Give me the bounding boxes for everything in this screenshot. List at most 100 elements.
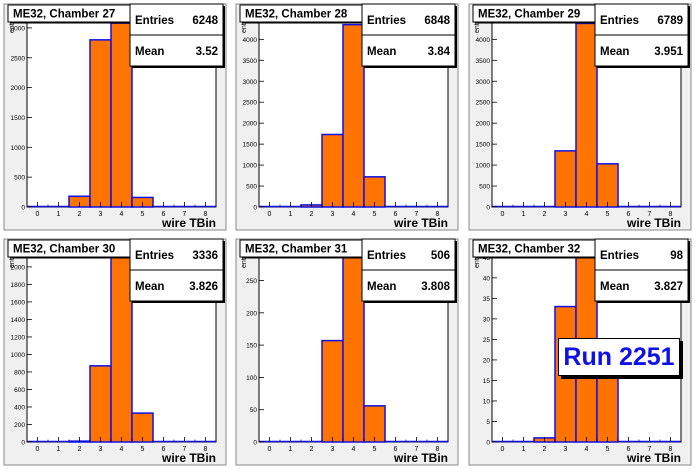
stats-entries-value: 506: [431, 250, 450, 262]
x-tick-label: 8: [436, 211, 440, 218]
x-tick-label: 2: [543, 211, 547, 218]
y-tick-label: 2000: [243, 121, 258, 128]
x-axis-title: wire TBin: [626, 216, 681, 230]
y-tick-label: 2000: [11, 85, 26, 92]
chart-panel-2: 0 1 2 3 4 5 6 7 8 0 500 1000 1500 2000 2500 3000 3500 400…: [235, 3, 459, 231]
histogram-bar: [110, 254, 133, 443]
chart-title: ME32, Chamber 28: [245, 9, 348, 21]
y-tick-label: 1000: [243, 163, 258, 170]
y-tick-label: 1500: [11, 115, 26, 122]
y-tick-label: 4000: [476, 37, 491, 44]
y-tick-label: 150: [246, 343, 257, 350]
histogram-bar: [363, 405, 386, 443]
x-tick-label: 7: [648, 446, 652, 453]
histogram-bar: [575, 22, 598, 208]
histogram-bar: [342, 23, 365, 208]
y-tick-label: 1000: [476, 163, 491, 170]
chart-title: ME32, Chamber 31: [245, 244, 348, 256]
y-tick-label: 10: [483, 398, 491, 405]
y-tick-label: 3000: [476, 79, 491, 86]
x-tick-label: 5: [606, 211, 610, 218]
x-tick-label: 0: [36, 446, 40, 453]
x-tick-label: 2: [78, 211, 82, 218]
y-tick-label: 2500: [476, 100, 491, 107]
stats-entries-value: 3336: [192, 250, 218, 262]
x-tick-label: 5: [141, 446, 145, 453]
y-tick-label: 0: [486, 440, 490, 447]
y-tick-label: 25: [483, 337, 491, 344]
y-tick-label: 3000: [11, 25, 26, 32]
histogram-bar: [110, 22, 133, 208]
stats-mean-label: Mean: [135, 46, 164, 58]
stats-entries-label: Entries: [367, 15, 406, 27]
x-tick-label: 4: [585, 211, 589, 218]
x-axis-title: wire TBin: [393, 451, 448, 465]
stats-entries-label: Entries: [135, 250, 174, 262]
y-tick-label: 3000: [243, 79, 258, 86]
x-tick-label: 1: [57, 211, 61, 218]
y-tick-label: 500: [246, 184, 257, 191]
stats-entries-label: Entries: [600, 250, 639, 262]
y-tick-label: 30: [483, 316, 491, 323]
x-tick-label: 2: [310, 446, 314, 453]
stats-mean-value: 3.826: [189, 281, 218, 293]
chart-title: ME32, Chamber 27: [13, 9, 115, 21]
y-tick-label: 15: [483, 378, 491, 385]
histogram-bar: [596, 163, 619, 208]
stats-mean-value: 3.951: [654, 46, 683, 58]
chart-panel-3: 0 1 2 3 4 5 6 7 8 0 500 1000 1500 2000 2500 3000 3500 400…: [468, 3, 692, 231]
y-tick-label: 600: [14, 387, 25, 394]
stats-mean-label: Mean: [135, 281, 164, 293]
y-tick-label: 5: [486, 419, 490, 426]
chart-title: ME32, Chamber 32: [478, 244, 580, 256]
stats-mean-value: 3.84: [428, 46, 451, 58]
histogram-bar: [554, 150, 577, 208]
y-tick-label: 0: [253, 440, 257, 447]
x-tick-label: 4: [120, 446, 124, 453]
y-tick-label: 1600: [11, 299, 26, 306]
y-tick-label: 500: [479, 184, 490, 191]
y-tick-label: 2000: [476, 121, 491, 128]
histogram-bar: [89, 365, 112, 443]
histogram-bar: [596, 367, 619, 443]
x-tick-label: 1: [522, 211, 526, 218]
stats-mean-value: 3.52: [196, 46, 218, 58]
y-tick-label: 35: [483, 296, 491, 303]
stats-mean-label: Mean: [600, 281, 629, 293]
chart-title: ME32, Chamber 30: [13, 244, 115, 256]
x-tick-label: 3: [331, 211, 335, 218]
x-tick-label: 0: [501, 446, 505, 453]
y-tick-label: 0: [253, 205, 257, 212]
x-tick-label: 1: [289, 446, 293, 453]
stats-entries-label: Entries: [367, 250, 406, 262]
y-tick-label: 0: [486, 205, 490, 212]
x-tick-label: 6: [162, 446, 166, 453]
x-tick-label: 8: [204, 446, 208, 453]
stats-mean-value: 3.827: [654, 281, 683, 293]
y-tick-label: 20: [483, 357, 491, 364]
chart-panel-1: 0 1 2 3 4 5 6 7 8 0 500 1000 1500 2000 2500 3000 wire TB…: [3, 3, 227, 231]
y-tick-label: 0: [21, 440, 25, 447]
x-tick-label: 3: [99, 446, 103, 453]
x-tick-label: 4: [352, 211, 356, 218]
x-tick-label: 7: [183, 211, 187, 218]
histogram-bar: [321, 133, 344, 208]
y-tick-label: 1400: [11, 317, 26, 324]
chart-panel-4: 0 1 2 3 4 5 6 7 8 0 200 400 600 800 1000 1200 1400 1600 18…: [3, 238, 227, 466]
run-label: Run 2251: [558, 338, 680, 376]
x-axis-title: wire TBin: [161, 451, 216, 465]
y-tick-label: 100: [246, 375, 257, 382]
stats-entries-value: 98: [670, 250, 683, 262]
y-tick-label: 1000: [11, 145, 26, 152]
x-tick-label: 6: [162, 211, 166, 218]
x-tick-label: 6: [394, 446, 398, 453]
x-tick-label: 8: [669, 211, 673, 218]
x-tick-label: 3: [564, 446, 568, 453]
x-tick-label: 1: [57, 446, 61, 453]
stats-mean-label: Mean: [367, 281, 396, 293]
y-tick-label: 800: [14, 369, 25, 376]
y-tick-label: 2500: [11, 55, 26, 62]
x-tick-label: 3: [331, 446, 335, 453]
x-axis-title: wire TBin: [161, 216, 216, 230]
